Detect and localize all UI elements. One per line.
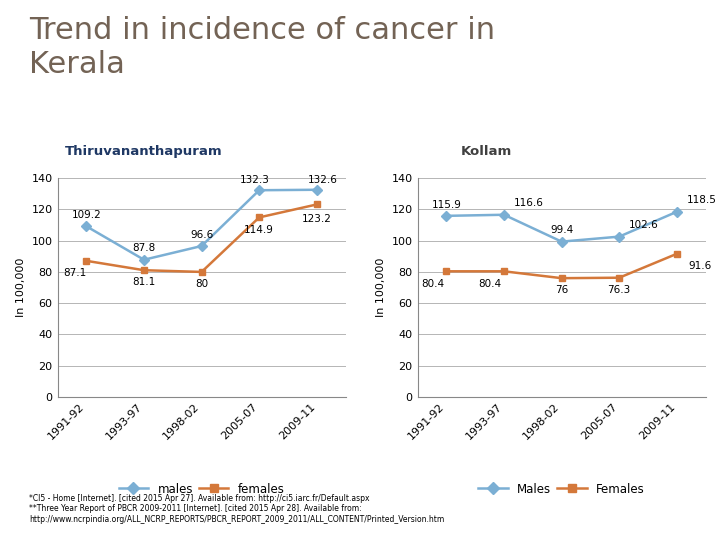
Y-axis label: In 100,000: In 100,000 (16, 258, 26, 317)
Text: 109.2: 109.2 (71, 210, 102, 220)
Text: 80.4: 80.4 (479, 279, 502, 288)
Text: 116.6: 116.6 (514, 198, 544, 208)
Text: 102.6: 102.6 (629, 220, 659, 230)
Text: Thiruvananthapuram: Thiruvananthapuram (66, 145, 223, 158)
Legend: Males, Females: Males, Females (474, 478, 649, 501)
Text: 80: 80 (195, 279, 208, 289)
Text: 99.4: 99.4 (550, 225, 573, 235)
Text: 91.6: 91.6 (688, 261, 711, 271)
Text: 118.5: 118.5 (687, 195, 716, 205)
Text: 132.3: 132.3 (240, 176, 270, 185)
Text: Kollam: Kollam (461, 145, 512, 158)
Legend: males, females: males, females (114, 478, 289, 501)
Text: 80.4: 80.4 (421, 279, 444, 288)
Text: Trend in incidence of cancer in
Kerala: Trend in incidence of cancer in Kerala (29, 16, 495, 79)
Text: *CI5 - Home [Internet]. [cited 2015 Apr 27]. Available from: http://ci5.iarc.fr/: *CI5 - Home [Internet]. [cited 2015 Apr … (29, 494, 444, 524)
Text: 123.2: 123.2 (302, 214, 332, 225)
Text: 87.1: 87.1 (63, 268, 87, 278)
Text: 76: 76 (555, 286, 568, 295)
Y-axis label: In 100,000: In 100,000 (376, 258, 386, 317)
Text: 132.6: 132.6 (307, 175, 337, 185)
Text: 87.8: 87.8 (132, 244, 156, 253)
Text: 115.9: 115.9 (431, 199, 462, 210)
Text: 81.1: 81.1 (132, 278, 156, 287)
Text: 114.9: 114.9 (244, 225, 274, 235)
Text: 76.3: 76.3 (608, 285, 631, 295)
Text: 96.6: 96.6 (190, 230, 213, 240)
